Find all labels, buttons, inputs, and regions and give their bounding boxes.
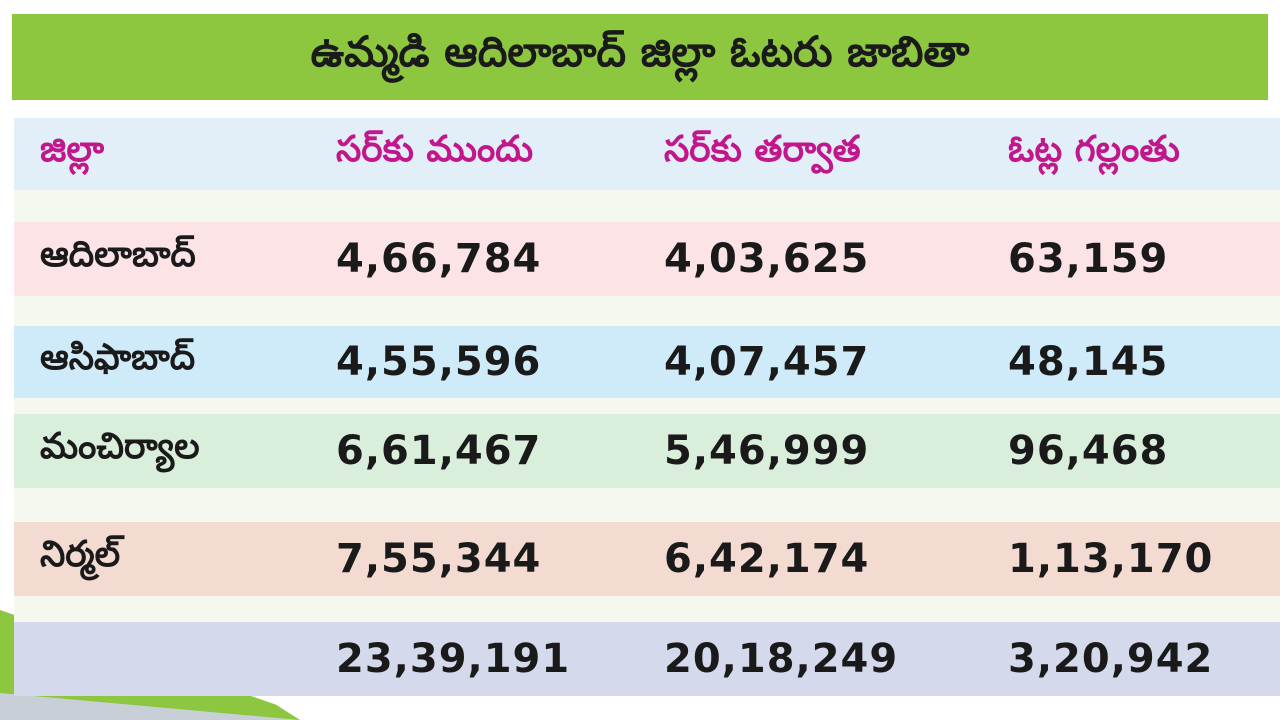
district-name: ఆసిఫాబాద్: [40, 337, 196, 378]
row-spacer: [14, 488, 1280, 522]
row-spacer: [14, 296, 1280, 326]
column-header-before: సర్‌కు ముందు: [336, 129, 534, 170]
row-spacer: [14, 190, 1280, 222]
value-removed: 63,159: [1008, 236, 1169, 282]
row-spacer: [14, 596, 1280, 622]
total-removed: 3,20,942: [1008, 636, 1214, 682]
table-row: నిర్మల్ 7,55,344 6,42,174 1,13,170: [14, 522, 1280, 596]
row-spacer: [14, 398, 1280, 414]
column-header-removed: ఓట్ల గల్లంతు: [1008, 129, 1180, 170]
column-header-after: సర్‌కు తర్వాత: [664, 129, 861, 170]
table-row: ఆసిఫాబాద్ 4,55,596 4,07,457 48,145: [14, 326, 1280, 398]
value-before: 6,61,467: [336, 428, 542, 474]
total-after: 20,18,249: [664, 636, 899, 682]
total-row: 23,39,191 20,18,249 3,20,942: [14, 622, 1280, 696]
value-after: 6,42,174: [664, 536, 870, 582]
title-banner: ఉమ్మడి ఆదిలాబాద్ జిల్లా ఓటరు జాబితా: [12, 14, 1268, 100]
total-before: 23,39,191: [336, 636, 571, 682]
value-after: 4,07,457: [664, 339, 870, 385]
value-before: 7,55,344: [336, 536, 542, 582]
table-row: మంచిర్యాల 6,61,467 5,46,999 96,468: [14, 414, 1280, 488]
value-after: 4,03,625: [664, 236, 870, 282]
value-removed: 48,145: [1008, 339, 1169, 385]
value-before: 4,55,596: [336, 339, 542, 385]
table-row: ఆదిలాబాద్ 4,66,784 4,03,625 63,159: [14, 222, 1280, 296]
value-before: 4,66,784: [336, 236, 542, 282]
voter-list-table: జిల్లా సర్‌కు ముందు సర్‌కు తర్వాత ఓట్ల గ…: [14, 118, 1280, 698]
value-removed: 96,468: [1008, 428, 1169, 474]
header-row: జిల్లా సర్‌కు ముందు సర్‌కు తర్వాత ఓట్ల గ…: [14, 118, 1280, 190]
district-name: మంచిర్యాల: [40, 426, 200, 467]
value-removed: 1,13,170: [1008, 536, 1214, 582]
district-name: ఆదిలాబాద్: [40, 234, 196, 275]
district-name: నిర్మల్: [40, 534, 121, 575]
table-title: ఉమ్మడి ఆదిలాబాద్ జిల్లా ఓటరు జాబితా: [310, 27, 970, 76]
value-after: 5,46,999: [664, 428, 870, 474]
column-header-district: జిల్లా: [40, 129, 105, 170]
